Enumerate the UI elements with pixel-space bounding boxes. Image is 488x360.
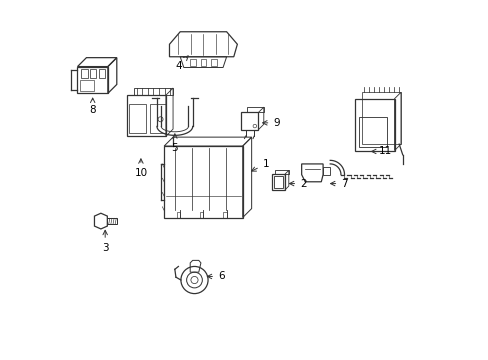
Text: 9: 9 [262, 118, 280, 128]
Text: 4: 4 [175, 56, 188, 71]
Text: 5: 5 [171, 134, 178, 153]
Text: 11: 11 [371, 147, 391, 157]
Text: 2: 2 [289, 179, 306, 189]
Text: 7: 7 [330, 179, 347, 189]
Text: 1: 1 [251, 159, 269, 171]
Text: 10: 10 [134, 159, 147, 178]
Text: 3: 3 [102, 230, 108, 253]
Text: 6: 6 [207, 271, 224, 282]
Text: 8: 8 [89, 98, 96, 115]
